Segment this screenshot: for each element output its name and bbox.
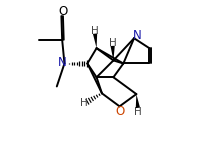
Text: O: O bbox=[115, 105, 124, 118]
Polygon shape bbox=[110, 46, 115, 60]
Text: H: H bbox=[91, 26, 99, 36]
Text: N: N bbox=[58, 56, 67, 69]
Text: H: H bbox=[109, 38, 117, 48]
Text: N: N bbox=[133, 29, 142, 42]
Polygon shape bbox=[136, 94, 140, 108]
Text: O: O bbox=[58, 5, 68, 18]
Polygon shape bbox=[93, 34, 97, 48]
Text: H: H bbox=[134, 107, 142, 117]
Text: H: H bbox=[80, 98, 88, 108]
